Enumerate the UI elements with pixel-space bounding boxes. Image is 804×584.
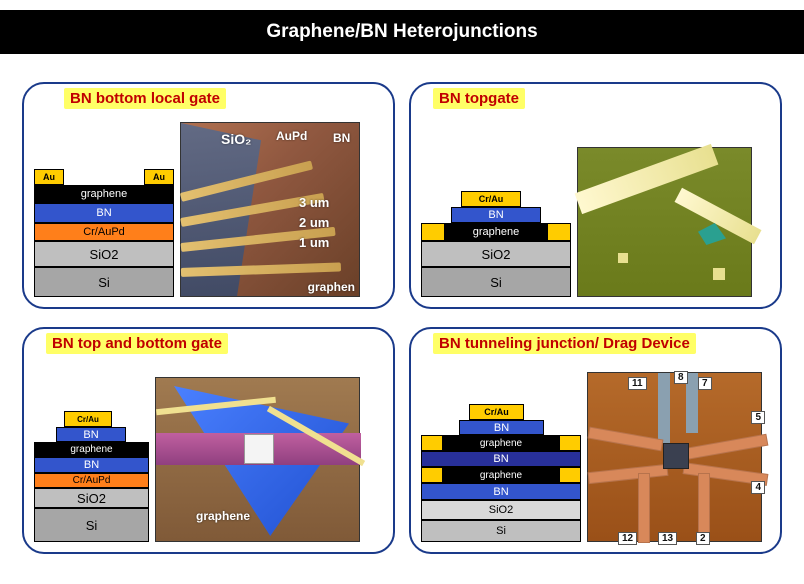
- layer-bn-top: BN: [451, 207, 541, 223]
- layer-bn-mid: BN: [421, 451, 581, 467]
- label-1um: 1 um: [299, 235, 329, 250]
- layer-sio2: SiO2: [421, 241, 571, 267]
- layer-graphene-1: graphene: [443, 435, 559, 451]
- label-graphene: graphen: [308, 280, 355, 294]
- au-contact-left: Au: [34, 169, 64, 185]
- panel-bn-top-and-bottom-gate: BN top and bottom gate Cr/Au BN graphene…: [22, 327, 395, 554]
- au-right: [547, 223, 571, 241]
- graphene-row: graphene: [421, 223, 571, 241]
- crau-top: Cr/Au: [461, 191, 521, 207]
- panel-bn-topgate: BN topgate Cr/Au BN graphene SiO2 Si: [409, 82, 782, 309]
- micrograph-4: 11 8 7 5 4 12 13 2: [587, 372, 762, 542]
- layer-graphene: graphene: [445, 223, 547, 241]
- crau-top: Cr/Au: [469, 404, 524, 420]
- panel-title: BN tunneling junction/ Drag Device: [433, 333, 696, 354]
- layer-graphene: graphene: [34, 442, 149, 457]
- title-bar: Graphene/BN Heterojunctions: [0, 10, 804, 54]
- au-right-1: [559, 435, 581, 451]
- layer-graphene: graphene: [34, 185, 174, 203]
- layer-stack: Cr/Au BN graphene BN Cr/AuPd SiO2 Si: [34, 411, 149, 542]
- num-7: 7: [698, 377, 712, 390]
- layer-si: Si: [34, 267, 174, 297]
- micrograph-3: graphene: [155, 377, 360, 542]
- layer-si: Si: [421, 520, 581, 542]
- panels-grid: BN bottom local gate Au Au graphene BN C…: [0, 54, 804, 562]
- layer-craupd: Cr/AuPd: [34, 473, 149, 488]
- num-11: 11: [628, 377, 647, 390]
- micrograph-2: [577, 147, 752, 297]
- au-right-2: [559, 467, 581, 483]
- au-left-1: [421, 435, 443, 451]
- panel-title: BN bottom local gate: [64, 88, 226, 109]
- layer-si: Si: [421, 267, 571, 297]
- layer-sio2: SiO2: [34, 488, 149, 508]
- layer-sio2: SiO2: [34, 241, 174, 267]
- spacer: [64, 169, 144, 185]
- layer-graphene-2: graphene: [443, 467, 559, 483]
- layer-bn-bottom: BN: [421, 483, 581, 500]
- page-title: Graphene/BN Heterojunctions: [266, 21, 537, 43]
- graphene-row-2: graphene: [421, 467, 581, 483]
- num-8: 8: [674, 371, 688, 384]
- panel-bn-tunneling-junction: BN tunneling junction/ Drag Device Cr/Au…: [409, 327, 782, 554]
- num-12: 12: [618, 532, 637, 545]
- au-left-2: [421, 467, 443, 483]
- top-contacts-row: Cr/Au: [34, 411, 149, 427]
- layer-sio2: SiO2: [421, 500, 581, 520]
- num-4: 4: [751, 481, 765, 494]
- label-3um: 3 um: [299, 195, 329, 210]
- top-contacts-row: Cr/Au: [421, 404, 581, 420]
- label-2um: 2 um: [299, 215, 329, 230]
- panel-title: BN top and bottom gate: [46, 333, 228, 354]
- label-sio2: SiO₂: [221, 131, 251, 147]
- top-contacts-row: Cr/Au: [421, 191, 571, 207]
- num-5: 5: [751, 411, 765, 424]
- layer-bn: BN: [34, 457, 149, 473]
- micrograph-1: SiO₂ AuPd BN 3 um 2 um 1 um graphen: [180, 122, 360, 297]
- layer-craupd: Cr/AuPd: [34, 223, 174, 241]
- layer-si: Si: [34, 508, 149, 542]
- cursor-indicator: ↖: [100, 12, 112, 29]
- graphene-row-1: graphene: [421, 435, 581, 451]
- layer-bn: BN: [34, 203, 174, 223]
- layer-bn-top: BN: [459, 420, 544, 435]
- panel-title: BN topgate: [433, 88, 525, 109]
- layer-stack: Cr/Au BN graphene BN graphene BN SiO2 Si: [421, 404, 581, 542]
- layer-stack: Cr/Au BN graphene SiO2 Si: [421, 191, 571, 297]
- panel-bn-bottom-local-gate: BN bottom local gate Au Au graphene BN C…: [22, 82, 395, 309]
- num-2: 2: [696, 532, 710, 545]
- au-left: [421, 223, 445, 241]
- label-bn: BN: [333, 131, 350, 145]
- label-aupd: AuPd: [276, 129, 307, 143]
- label-graphene: graphene: [196, 509, 250, 523]
- layer-stack: Au Au graphene BN Cr/AuPd SiO2 Si: [34, 169, 174, 297]
- top-contacts-row: Au Au: [34, 169, 174, 185]
- layer-bn-top: BN: [56, 427, 126, 442]
- num-13: 13: [658, 532, 677, 545]
- au-contact-right: Au: [144, 169, 174, 185]
- crau-top: Cr/Au: [64, 411, 112, 427]
